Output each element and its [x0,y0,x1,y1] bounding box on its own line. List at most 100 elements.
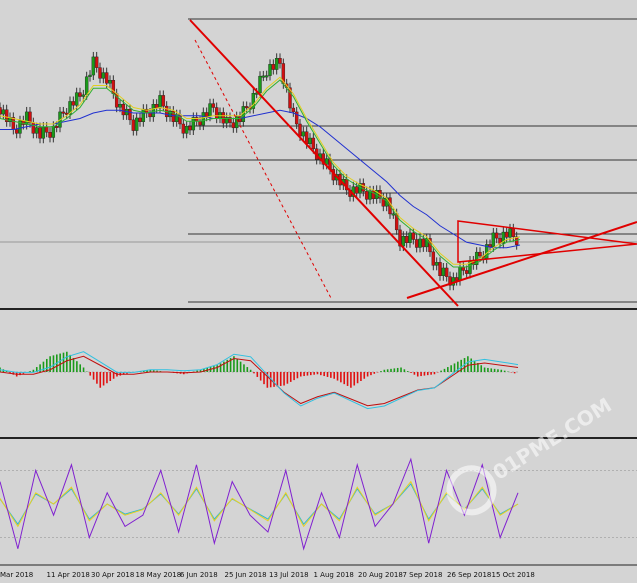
candle-body [78,92,82,97]
candle-body [64,112,69,115]
candle-body [308,137,312,144]
candle-body [184,125,189,134]
candle-body [301,131,306,137]
candle-body [371,190,376,199]
candle-body [224,117,229,124]
candle-body [391,213,396,216]
candle-body [0,107,2,115]
candle-body [48,132,52,138]
candle-body [261,75,266,78]
candle-body [18,120,22,134]
x-tick-label: Mar 2018 [0,571,33,579]
candle-body [508,228,512,238]
candle-body [74,92,79,106]
candle-body [211,103,216,108]
x-tick-label: 11 Apr 2018 [47,571,90,579]
x-tick-label: 25 Jun 2018 [225,571,267,579]
candle-body [228,117,232,123]
candle-body [84,76,89,96]
candle-body [401,235,406,247]
candle-body [204,112,209,117]
candle-body [198,121,202,126]
candle-body [464,270,469,274]
dashed-channel-line [194,39,333,301]
candle-body [271,64,276,70]
x-axis-labels: Mar 2018 11 Apr 2018 30 Apr 2018 18 May 201… [0,571,535,579]
candle-body [274,58,279,70]
candle-body [444,267,449,277]
candle-body [168,110,172,118]
candle-body [474,251,479,265]
ascending-trendline [406,221,637,299]
x-tick-label: 7 Sep 2018 [403,571,443,579]
candle-body [418,238,422,248]
candle-body [44,126,49,133]
macd-main-line [0,351,519,410]
candle-body [408,232,412,243]
candle-body [411,232,416,240]
candle-body [128,108,132,121]
candle-body [171,110,176,122]
candle-body [121,103,126,116]
candle-body [101,72,106,79]
candle-body [31,122,36,134]
candle-body [158,95,162,109]
candle-body [288,87,292,109]
moving-average-slow-line [0,109,521,249]
candle-body [441,267,446,276]
candle-body [491,232,496,248]
candle-body [501,231,506,244]
candle-body [191,117,196,131]
candle-body [61,111,66,114]
candle-body [294,111,299,125]
candle-body [24,111,29,125]
candle-body [14,129,19,134]
candle-body [138,117,142,122]
candle-body [394,213,399,231]
osc-signal-line [0,480,519,528]
candle-body [311,137,316,149]
candle-body [188,125,192,131]
candle-body [264,75,269,78]
descending-trendline [189,19,459,307]
candle-body [81,94,86,97]
candle-body [434,262,439,266]
candle-body [201,112,206,126]
candle-body [504,231,509,238]
candle-body [438,262,442,277]
candle-body [118,103,122,108]
price-panel [0,51,521,291]
candle-body [194,117,199,122]
candle-body [151,103,156,118]
candle-body [141,108,146,123]
x-tick-label: 6 Jun 2018 [180,571,218,579]
x-tick-label: 15 Oct 2018 [492,571,535,579]
candle-body [458,267,462,281]
x-tick-label: 18 May 2018 [136,571,182,579]
candle-body [368,190,372,200]
candle-body [221,112,226,124]
candle-body [454,277,459,281]
triangle-pattern [457,220,637,263]
candle-body [68,101,72,115]
candle-body [424,238,429,248]
candle-body [104,72,109,84]
candle-body [298,123,302,137]
candle-body [91,56,96,76]
candle-body [108,80,112,84]
x-tick-label: 26 Sep 2018 [447,571,491,579]
candle-body [181,123,186,134]
watermark-logo-icon [446,465,497,516]
candle-body [148,112,152,118]
horizontal-levels [0,18,637,303]
candle-body [478,251,482,257]
oscillator-panel [0,457,637,551]
candle-body [278,58,282,64]
candle-body [321,153,326,165]
osc-slow-line [0,482,519,526]
candle-body [404,235,409,243]
candle-body [94,56,99,68]
